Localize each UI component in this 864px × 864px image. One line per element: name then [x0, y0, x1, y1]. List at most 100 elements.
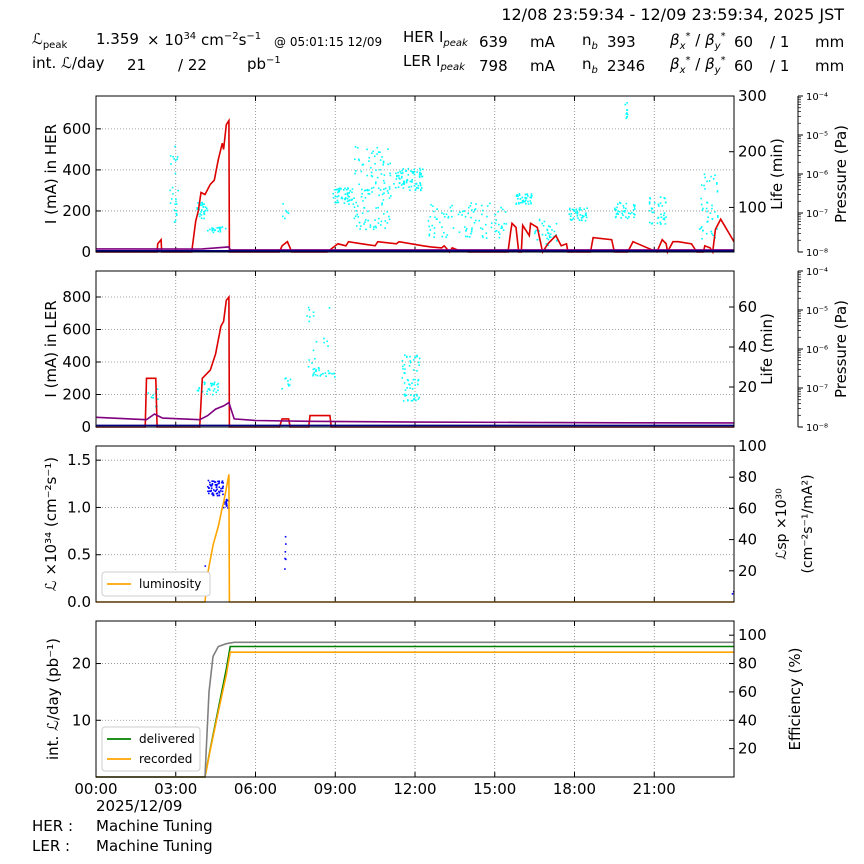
- scatter-point: [633, 204, 635, 206]
- scatter-point: [402, 365, 404, 368]
- scatter-point: [408, 365, 411, 367]
- ler-status: Machine Tuning: [96, 837, 213, 855]
- scatter-point: [388, 188, 391, 190]
- scatter-point: [547, 244, 550, 247]
- scatter-point: [420, 173, 422, 176]
- scatter-point: [443, 231, 445, 234]
- scatter-point: [662, 218, 665, 220]
- scatter-point: [452, 227, 455, 229]
- scatter-point: [352, 203, 355, 205]
- scatter-point: [206, 390, 209, 393]
- scatter-point: [384, 187, 387, 190]
- scatter-point: [660, 222, 662, 225]
- her-status-label: HER :: [32, 817, 74, 835]
- scatter-point: [201, 201, 204, 204]
- scatter-point: [315, 340, 318, 343]
- scatter-point: [441, 235, 444, 238]
- scatter-point: [529, 196, 532, 199]
- scatter-point: [411, 388, 414, 390]
- scatter-point: [626, 109, 629, 111]
- scatter-point: [340, 197, 343, 200]
- scatter-point: [501, 226, 504, 229]
- scatter-point: [374, 219, 376, 221]
- scatter-point: [214, 229, 217, 231]
- scatter-point: [285, 558, 287, 561]
- scatter-point: [649, 197, 652, 200]
- scatter-point: [308, 359, 311, 361]
- scatter-point: [286, 211, 288, 213]
- scatter-point: [412, 359, 415, 361]
- scatter-point: [468, 236, 471, 238]
- scatter-point: [368, 160, 370, 162]
- scatter-point: [200, 214, 203, 216]
- scatter-point: [346, 197, 349, 200]
- scatter-point: [216, 488, 218, 491]
- scatter-point: [375, 169, 377, 171]
- scatter-point: [340, 188, 342, 190]
- scatter-point: [407, 399, 409, 402]
- scatter-point: [706, 210, 708, 213]
- scatter-point: [217, 482, 220, 485]
- scatter-point: [410, 170, 412, 172]
- scatter-point: [175, 200, 177, 203]
- y2-tick-label: 20: [738, 378, 757, 396]
- scatter-point: [618, 210, 621, 213]
- scatter-point: [216, 492, 219, 495]
- scatter-point: [571, 208, 574, 211]
- scatter-point: [428, 234, 431, 237]
- scatter-point: [584, 213, 587, 216]
- scatter-point: [534, 231, 537, 233]
- scatter-point: [615, 208, 617, 211]
- x-tick-label: 18:00: [553, 780, 596, 798]
- scatter-point: [417, 361, 420, 364]
- scatter-point: [284, 535, 287, 538]
- scatter-point: [485, 237, 488, 239]
- scatter-point: [663, 197, 665, 199]
- scatter-point: [486, 215, 488, 218]
- scatter-point: [419, 169, 422, 172]
- y2-tick-label: 40: [738, 338, 757, 356]
- scatter-point: [332, 197, 335, 199]
- scatter-point: [177, 189, 179, 192]
- scatter-point: [463, 210, 466, 212]
- scatter-point: [377, 222, 380, 224]
- scatter-point: [704, 188, 706, 190]
- scatter-point: [648, 201, 651, 203]
- scatter-point: [225, 503, 228, 505]
- scatter-point: [445, 213, 448, 216]
- scatter-point: [495, 229, 498, 232]
- scatter-point: [418, 173, 421, 175]
- scatter-point: [573, 210, 576, 213]
- scatter-point: [570, 212, 573, 215]
- y2-tick-label: 200: [738, 143, 767, 161]
- scatter-point: [367, 192, 370, 195]
- y2-tick-label: 60: [738, 499, 757, 517]
- scatter-point: [441, 226, 443, 228]
- scatter-point: [360, 195, 363, 198]
- scatter-point: [494, 213, 497, 216]
- scatter-point: [534, 232, 536, 235]
- scatter-point: [489, 202, 491, 205]
- scatter-point: [156, 388, 159, 391]
- scatter-point: [376, 153, 378, 155]
- scatter-point: [413, 398, 416, 400]
- scatter-point: [703, 173, 706, 176]
- scatter-point: [421, 175, 424, 178]
- scatter-point: [334, 376, 336, 378]
- scatter-point: [546, 229, 549, 232]
- scatter-point: [389, 162, 392, 165]
- scatter-point: [436, 208, 438, 210]
- scatter-point: [442, 213, 445, 215]
- scatter-point: [174, 159, 177, 162]
- scatter-point: [418, 357, 421, 360]
- scatter-point: [349, 190, 352, 192]
- scatter-point: [365, 228, 367, 231]
- scatter-point: [207, 479, 210, 482]
- scatter-point: [362, 200, 364, 202]
- scatter-point: [212, 393, 214, 396]
- scatter-point: [495, 219, 497, 221]
- y-tick-label: 1.0: [67, 498, 91, 516]
- scatter-point: [221, 490, 224, 493]
- scatter-point: [361, 193, 363, 195]
- scatter-point: [324, 372, 327, 374]
